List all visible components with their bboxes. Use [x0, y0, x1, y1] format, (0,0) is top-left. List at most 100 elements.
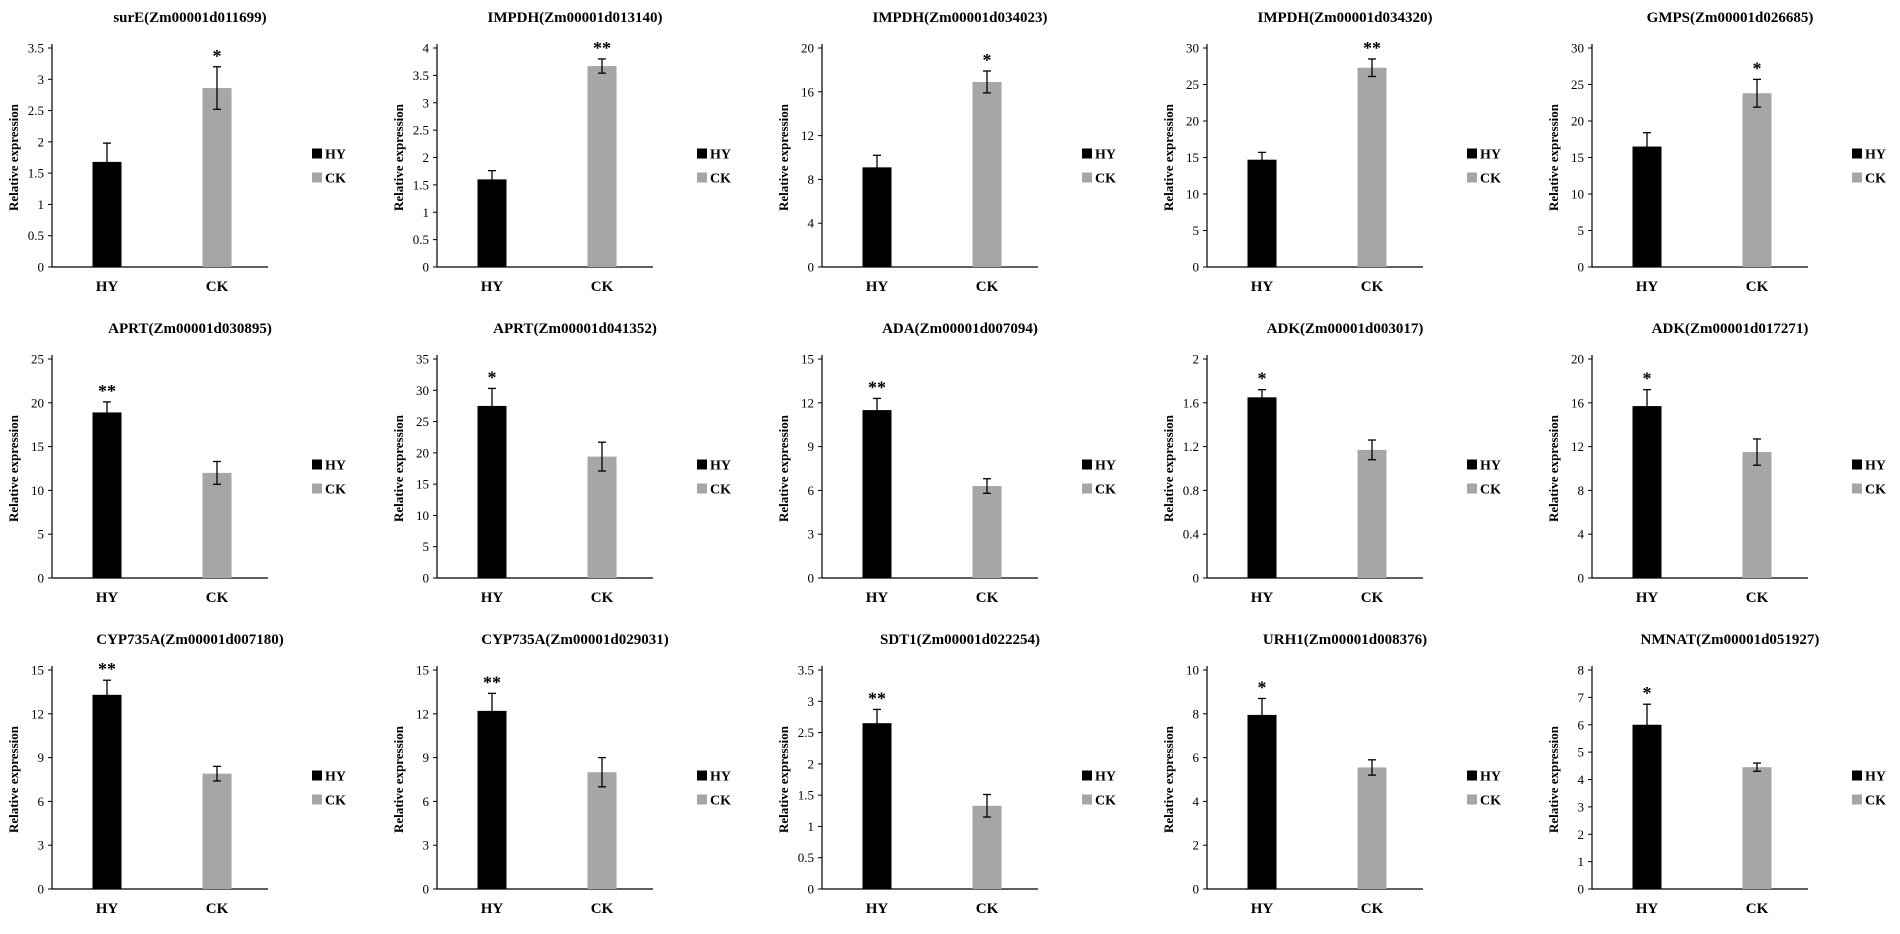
- y-tick-label: 3: [808, 694, 815, 709]
- y-axis-label: Relative expression: [1161, 725, 1176, 833]
- y-tick-label: 3: [38, 72, 45, 87]
- chart-panel: surE(Zm00001d011699) Relative expression 0…: [0, 0, 380, 311]
- bar-hy: [92, 694, 122, 889]
- bar-ck: [1357, 767, 1387, 889]
- chart-panel: ADK(Zm00001d017271) Relative expression 0 4…: [1540, 311, 1900, 622]
- y-tick-label: 1.2: [1183, 439, 1199, 454]
- y-tick-label: 8: [808, 172, 815, 187]
- y-tick-label: 5: [1193, 223, 1200, 238]
- x-category-label: CK: [1746, 590, 1769, 606]
- legend-swatch-hy: [1082, 459, 1092, 470]
- y-tick-label: 0: [1578, 882, 1585, 897]
- legend-swatch-ck: [697, 794, 707, 805]
- bar-chart: APRT(Zm00001d030895) Relative expression 0…: [6, 321, 346, 606]
- y-tick-label: 0: [38, 571, 45, 586]
- chart-panel: IMPDH(Zm00001d034023) Relative expression…: [770, 0, 1150, 311]
- y-tick-label: 4: [1578, 527, 1585, 542]
- chart-title: surE(Zm00001d011699): [113, 10, 266, 26]
- x-category-label: HY: [1251, 901, 1274, 917]
- y-axis-label: Relative expression: [1546, 414, 1561, 522]
- legend-label: HY: [1095, 148, 1116, 163]
- bar-hy: [477, 710, 507, 889]
- x-category-label: HY: [1636, 590, 1659, 606]
- y-tick-label: 2: [808, 756, 815, 771]
- x-category-label: CK: [1361, 279, 1384, 295]
- y-tick-label: 1.5: [798, 788, 814, 803]
- y-axis-label: Relative expression: [1161, 414, 1176, 522]
- y-tick-label: 0: [1578, 571, 1585, 586]
- legend-swatch-ck: [312, 794, 322, 805]
- y-tick-label: 3: [423, 95, 430, 110]
- x-category-label: CK: [206, 590, 229, 606]
- bar-ck: [1357, 67, 1387, 268]
- x-category-label: HY: [1251, 590, 1274, 606]
- chart-panel: SDT1(Zm00001d022254) Relative expression 0…: [770, 622, 1150, 933]
- significance-marker: *: [1643, 683, 1652, 703]
- y-tick-label: 3.5: [413, 68, 429, 83]
- y-tick-label: 25: [1186, 77, 1199, 92]
- legend-label: CK: [1095, 483, 1116, 498]
- legend-label: HY: [1480, 459, 1501, 474]
- y-tick-label: 3: [423, 838, 430, 853]
- y-tick-label: 12: [31, 706, 44, 721]
- y-tick-label: 35: [416, 352, 429, 367]
- y-tick-label: 25: [31, 352, 44, 367]
- y-tick-label: 6: [1578, 717, 1585, 732]
- x-category-label: HY: [866, 279, 889, 295]
- bar-hy: [92, 412, 122, 578]
- legend-swatch-ck: [1082, 172, 1092, 183]
- y-tick-label: 3: [808, 527, 815, 542]
- x-category-label: CK: [591, 279, 614, 295]
- y-tick-label: 15: [416, 477, 429, 492]
- bar-ck: [587, 66, 617, 267]
- y-tick-label: 20: [801, 41, 814, 56]
- bar-hy: [862, 410, 892, 578]
- legend-label: HY: [1095, 459, 1116, 474]
- bar-hy: [862, 723, 892, 889]
- bar-ck: [972, 805, 1002, 889]
- y-tick-label: 10: [31, 483, 44, 498]
- legend-swatch-hy: [1852, 770, 1862, 781]
- significance-marker: *: [213, 46, 222, 66]
- y-tick-label: 25: [416, 414, 429, 429]
- bar-hy: [477, 179, 507, 267]
- x-category-label: HY: [96, 279, 119, 295]
- legend-label: HY: [1865, 459, 1886, 474]
- bar-ck: [202, 773, 232, 889]
- bar-hy: [1632, 146, 1662, 267]
- legend-swatch-hy: [1467, 770, 1477, 781]
- y-tick-label: 1.5: [413, 177, 429, 192]
- y-tick-label: 12: [801, 128, 814, 143]
- legend-swatch-ck: [697, 172, 707, 183]
- y-tick-label: 9: [423, 750, 430, 765]
- x-category-label: CK: [1361, 590, 1384, 606]
- y-tick-label: 4: [423, 41, 430, 56]
- y-tick-label: 12: [1571, 439, 1584, 454]
- y-tick-label: 6: [1193, 750, 1200, 765]
- y-tick-label: 6: [38, 794, 45, 809]
- x-category-label: CK: [976, 590, 999, 606]
- legend-label: CK: [710, 483, 731, 498]
- y-tick-label: 9: [808, 439, 815, 454]
- chart-panel: URH1(Zm00001d008376) Relative expression 0…: [1155, 622, 1535, 933]
- legend-swatch-hy: [312, 148, 322, 159]
- x-category-label: CK: [1746, 279, 1769, 295]
- chart-panel: IMPDH(Zm00001d034320) Relative expression…: [1155, 0, 1535, 311]
- bar-chart: ADK(Zm00001d003017) Relative expression 0 0…: [1161, 321, 1501, 606]
- legend-swatch-ck: [1467, 172, 1477, 183]
- bar-chart: NMNAT(Zm00001d051927) Relative expression…: [1546, 632, 1886, 917]
- significance-marker: **: [483, 672, 501, 692]
- bar-ck: [1357, 449, 1387, 578]
- legend-label: CK: [710, 794, 731, 809]
- x-category-label: HY: [866, 590, 889, 606]
- y-tick-label: 8: [1578, 483, 1585, 498]
- chart-panel: CYP735A(Zm00001d007180) Relative expressi…: [0, 622, 380, 933]
- y-axis-label: Relative expression: [6, 103, 21, 211]
- y-tick-label: 15: [801, 352, 814, 367]
- bar-chart: APRT(Zm00001d041352) Relative expression 0…: [391, 321, 731, 606]
- chart-title: ADA(Zm00001d007094): [882, 321, 1038, 337]
- chart-title: SDT1(Zm00001d022254): [880, 632, 1040, 648]
- legend-swatch-hy: [312, 459, 322, 470]
- x-category-label: HY: [481, 590, 504, 606]
- bar-chart: IMPDH(Zm00001d034320) Relative expression…: [1161, 10, 1501, 295]
